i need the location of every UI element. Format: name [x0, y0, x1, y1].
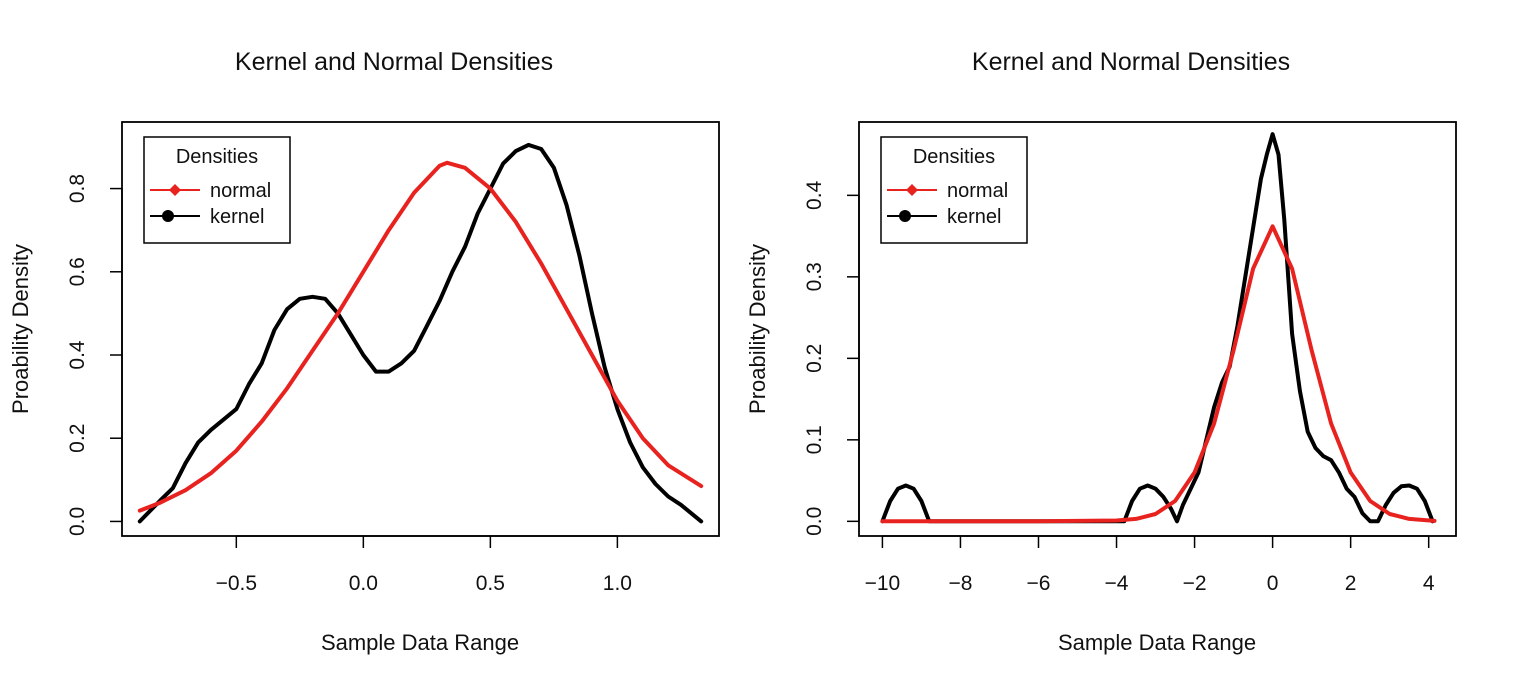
legend-kernel-label: kernel	[947, 206, 1001, 228]
y-tick-label: 0.1	[803, 425, 826, 454]
legend-kernel-dot-icon	[899, 210, 911, 222]
series-line-normal	[137, 160, 704, 513]
y-tick-label: 0.4	[66, 340, 89, 370]
x-axis-label: Sample Data Range	[321, 630, 519, 655]
right-chart: Kernel and Normal Densities −10 −8 −6 −4 −2 0…	[745, 48, 1457, 655]
legend-normal-diamond-icon	[906, 184, 918, 196]
y-tick-label: 0.8	[66, 174, 89, 203]
chart-title: Kernel and Normal Densities	[972, 48, 1290, 76]
y-tick-label: 0.3	[803, 262, 826, 291]
x-tick-label: −2	[1183, 572, 1207, 595]
legend-title: Densities	[913, 146, 995, 168]
legend: Densities normal kernel	[880, 136, 1028, 244]
y-tick-label: 0.4	[803, 180, 826, 210]
y-tick-label: 0.0	[66, 507, 89, 536]
x-tick-label: −0.5	[216, 572, 257, 595]
x-tick-label: 4	[1423, 572, 1435, 595]
x-tick-label: −8	[948, 572, 972, 595]
x-tick-label: −10	[865, 572, 901, 595]
series-line-normal	[880, 224, 1437, 524]
x-tick-label: 1.0	[603, 572, 632, 595]
legend-normal-label: normal	[210, 180, 271, 202]
legend-normal-diamond-icon	[169, 184, 181, 196]
legend-kernel-label: kernel	[210, 206, 264, 228]
x-tick-label: 0.0	[349, 572, 378, 595]
left-chart: Kernel and Normal Densities −0.5 0.0 0.5 1.…	[8, 48, 720, 655]
y-axis: 0.0 0.1 0.2 0.3 0.4	[803, 180, 860, 536]
x-tick-label: −6	[1027, 572, 1051, 595]
x-tick-label: 0	[1267, 572, 1279, 595]
series-line-kernel	[137, 142, 704, 524]
series-layer	[880, 132, 1437, 524]
y-axis: 0.0 0.2 0.4 0.6 0.8	[66, 174, 123, 536]
legend-title: Densities	[176, 146, 258, 168]
x-tick-label: 2	[1345, 572, 1357, 595]
y-axis-label: Proability Density	[745, 244, 770, 414]
legend-normal-label: normal	[947, 180, 1008, 202]
x-axis: −10 −8 −6 −4 −2 0 2 4	[865, 535, 1435, 595]
x-axis: −0.5 0.0 0.5 1.0	[216, 535, 632, 595]
y-tick-label: 0.6	[66, 257, 89, 286]
y-axis-label: Proability Density	[8, 244, 33, 414]
legend-kernel-dot-icon	[162, 210, 174, 222]
x-tick-label: −4	[1105, 572, 1129, 595]
x-tick-label: 0.5	[476, 572, 505, 595]
y-tick-label: 0.2	[803, 344, 826, 373]
x-axis-label: Sample Data Range	[1058, 630, 1256, 655]
y-tick-label: 0.2	[66, 424, 89, 453]
y-tick-label: 0.0	[803, 507, 826, 536]
chart-title: Kernel and Normal Densities	[235, 48, 553, 76]
legend: Densities normal kernel	[143, 136, 291, 244]
series-layer	[137, 142, 704, 524]
